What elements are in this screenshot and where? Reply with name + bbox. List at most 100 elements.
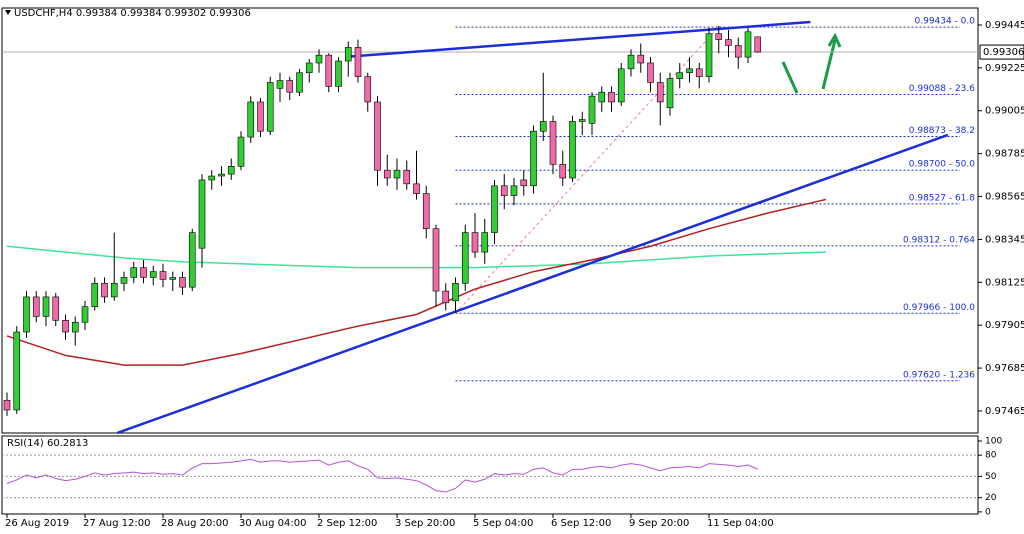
candle-body: [335, 60, 342, 87]
y-tick-label: 0.99005: [985, 106, 1024, 117]
candle-body: [608, 91, 615, 103]
candle-body: [218, 173, 225, 177]
candle-body: [520, 179, 528, 187]
y-tick-label: 0.99225: [985, 63, 1024, 74]
y-tick-label: 0.98565: [985, 192, 1024, 203]
trend-line: [345, 20, 811, 59]
candle-body: [569, 121, 576, 179]
candle-body: [257, 101, 264, 132]
x-tick-label: 27 Aug 12:00: [83, 518, 150, 529]
x-tick-label: 3 Sep 20:00: [395, 518, 455, 529]
candle-body: [13, 331, 21, 411]
candle-body: [237, 136, 245, 167]
candle-body: [598, 91, 606, 103]
candle-body: [325, 54, 333, 87]
moving-average: [6, 245, 827, 269]
candle-body: [403, 169, 411, 185]
y-tick-label: 0.97905: [985, 320, 1024, 331]
candle-body: [530, 130, 537, 187]
candle-body: [81, 306, 89, 323]
x-tick-label: 28 Aug 20:00: [161, 518, 228, 529]
candle-body: [23, 296, 30, 333]
y-tick-label: 100: [985, 436, 1002, 446]
candle-body: [3, 399, 11, 411]
candle-body: [715, 33, 723, 40]
candle-body: [695, 68, 703, 77]
fib-label: 0.98700 - 50.0: [909, 160, 975, 170]
y-tick-label: 0.97685: [985, 363, 1024, 374]
up-arrow-head: [827, 32, 842, 48]
y-tick-label: 80: [985, 451, 997, 461]
rsi-title: RSI(14) 60.2813: [7, 438, 88, 449]
x-tick-label: 5 Sep 04:00: [473, 518, 533, 529]
candle-body: [744, 31, 752, 58]
candle-body: [42, 296, 50, 317]
symbol-marker: [5, 10, 11, 15]
y-tick-label: 0.98785: [985, 149, 1024, 160]
candle-body: [481, 232, 489, 253]
candle-body: [510, 185, 518, 196]
fib-label: 0.98873 - 38.2: [909, 126, 975, 136]
candle-body: [149, 271, 157, 278]
candle-body: [364, 76, 372, 103]
candle-body: [120, 277, 128, 284]
candle-body: [71, 321, 79, 333]
candle-body: [159, 271, 167, 280]
main-panel: [1, 7, 979, 434]
candle-body: [62, 320, 69, 333]
y-tick-label: 0.98345: [985, 234, 1024, 245]
candle-body: [627, 54, 635, 70]
candle-body: [383, 169, 391, 179]
x-tick-label: 9 Sep 20:00: [629, 518, 689, 529]
candle-body: [179, 277, 186, 288]
candle-body: [422, 193, 430, 229]
candle-body: [198, 179, 206, 249]
x-tick-label: 11 Sep 04:00: [707, 518, 774, 529]
candle-body: [656, 82, 664, 103]
candle-body: [296, 72, 303, 93]
y-tick-label: 0.97465: [985, 406, 1024, 417]
candle-body: [588, 95, 596, 124]
fib-label: 0.97620 - 1.236: [903, 370, 975, 380]
candle-body: [101, 282, 108, 298]
fib-label: 0.97966 - 100.0: [903, 303, 975, 313]
candle-body: [393, 169, 401, 179]
chart-title: USDCHF,H4 0.99384 0.99384 0.99302 0.9930…: [14, 8, 251, 19]
down-arrow: [781, 61, 799, 94]
fib-label: 0.98527 - 61.8: [909, 193, 975, 203]
x-tick-label: 30 Aug 04:00: [239, 518, 306, 529]
candle-body: [442, 290, 450, 304]
candle-body: [130, 267, 138, 278]
moving-average: [6, 198, 827, 366]
candle-body: [208, 175, 216, 181]
candle-body: [578, 119, 586, 122]
x-tick-label: 2 Sep 12:00: [317, 518, 377, 529]
trend-line: [116, 133, 949, 435]
x-tick-label: 26 Aug 2019: [5, 518, 69, 529]
candle-body: [32, 296, 40, 317]
candle-body: [354, 47, 362, 77]
candle-body: [52, 296, 60, 321]
y-tick-label: 0.98125: [985, 277, 1024, 288]
candle-body: [617, 68, 625, 103]
y-tick-label: 20: [985, 493, 997, 503]
candle-body: [91, 282, 99, 307]
candle-body: [286, 80, 294, 93]
rsi-panel: [1, 435, 979, 515]
candle-body: [666, 78, 674, 109]
candle-body: [647, 62, 654, 83]
candle-body: [725, 39, 732, 46]
candle-body: [374, 101, 381, 171]
x-tick-label: 6 Sep 12:00: [551, 518, 611, 529]
candle-body: [461, 232, 469, 284]
arrows: [781, 32, 842, 94]
up-arrow: [821, 39, 837, 90]
candle-body: [169, 277, 177, 280]
fib-label: 0.99088 - 23.6: [909, 84, 975, 94]
last-price-label: 0.99306: [983, 47, 1024, 58]
candle-body: [432, 228, 440, 292]
candle-body: [266, 82, 274, 132]
candle-body: [686, 68, 693, 74]
candle-body: [315, 54, 323, 64]
